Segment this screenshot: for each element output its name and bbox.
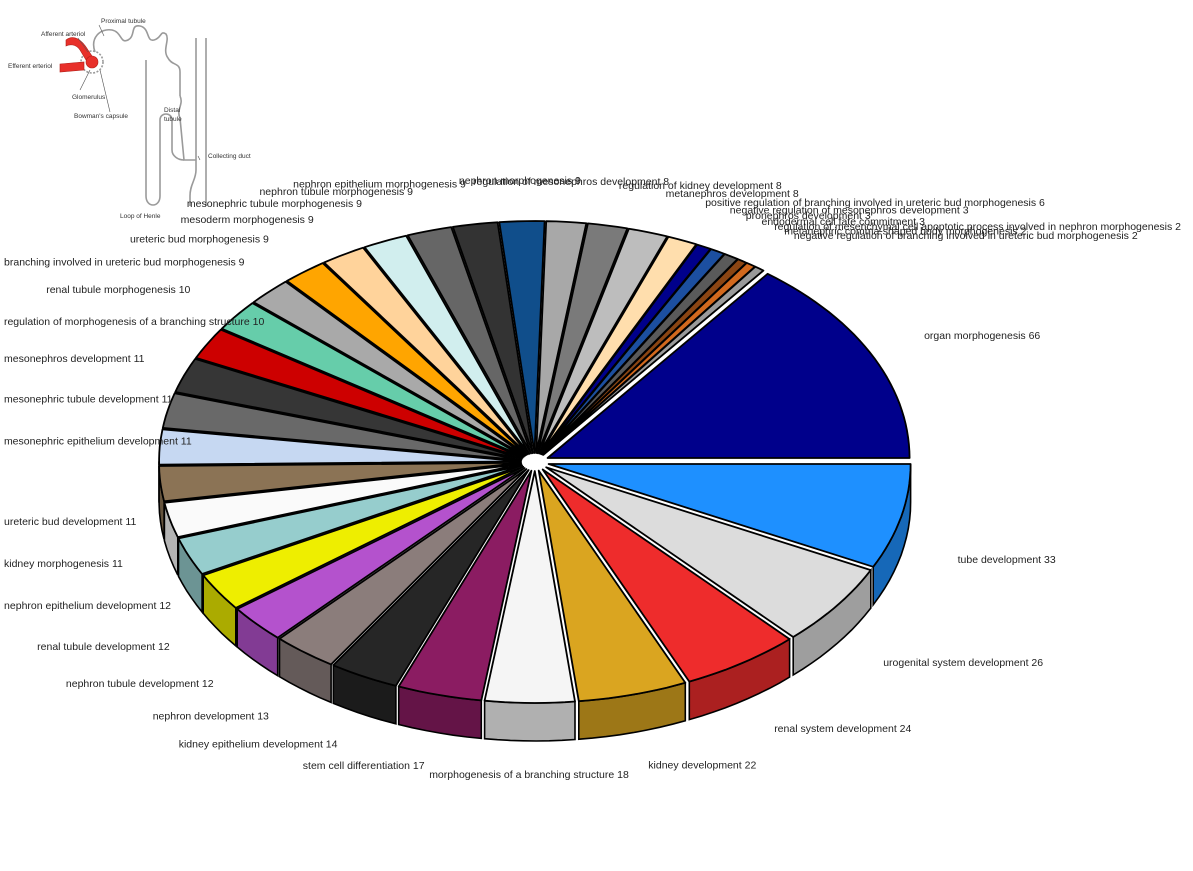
slice-label: negative regulation of branching involve…	[794, 230, 1138, 242]
collecting-duct-shape	[189, 38, 197, 206]
slice-label: kidney development 22	[648, 759, 756, 771]
pie-slice	[545, 466, 872, 638]
slice-label: branching involved in ureteric bud morph…	[4, 256, 245, 268]
label-proximal-tubule: Proximal tubule	[101, 18, 146, 25]
pie-slice	[535, 220, 588, 454]
proximal-tubule-shape	[93, 25, 181, 96]
pie-slice	[163, 463, 523, 538]
slice-label: mesoderm morphogenesis 9	[181, 214, 314, 226]
slice-label: nephron tubule morphogenesis 9	[259, 186, 413, 198]
slice-label: stem cell differentiation 17	[303, 760, 425, 772]
label-distal-tubule-2: tubule	[164, 116, 182, 123]
pie-slice-side	[483, 699, 576, 742]
pie-slice	[332, 469, 530, 687]
slice-label: regulation of kidney development 8	[619, 180, 782, 192]
pie-slice	[174, 358, 523, 460]
label-collecting-duct: Collecting duct	[208, 153, 251, 160]
slice-label: kidney morphogenesis 11	[4, 558, 123, 570]
slice-label: nephron epithelium development 12	[4, 600, 171, 612]
pie-slice	[498, 220, 546, 454]
pie-slice	[538, 227, 669, 455]
slice-label: mesonephric epithelium development 11	[4, 436, 192, 448]
nephron-inset-diagram: Proximal tubule Afferent arteriol Effere…	[8, 18, 251, 220]
pie-slice	[537, 469, 687, 703]
efferent-arteriol-shape	[59, 61, 85, 73]
pie-slice	[483, 470, 576, 704]
loop-of-henle-shape	[145, 60, 185, 206]
slice-label: nephron epithelium morphogenesis 9	[293, 179, 466, 191]
slice-label: renal tubule development 12	[37, 641, 170, 653]
slice-label: pronephros development 3	[746, 210, 871, 222]
pie-slice	[547, 463, 912, 568]
pie-slice	[278, 468, 528, 666]
pie-slice	[397, 469, 533, 702]
slice-label: regulation of mesenchymal cell apoptotic…	[774, 221, 1181, 233]
distal-tubule-shape	[178, 95, 196, 161]
label-efferent-erteriol: Efferent erteriol	[8, 63, 53, 70]
pie-slice	[323, 246, 529, 456]
slice-label: urogenital system development 26	[883, 657, 1043, 669]
pie-tops	[158, 220, 912, 704]
pie-slice	[158, 428, 522, 466]
afferent-arteriol-shape	[65, 37, 93, 61]
slice-label: nephron tubule development 12	[66, 678, 214, 690]
pie-slice	[161, 392, 523, 461]
slice-label: nephron development 13	[153, 711, 269, 723]
pie-slice	[286, 262, 528, 456]
label-distal-tubule-1: Distal	[164, 107, 181, 114]
slice-label: morphogenesis of a branching structure 1…	[429, 769, 629, 781]
slice-label: positive regulation of branching involve…	[705, 197, 1045, 209]
glomerulus-shape	[85, 55, 99, 69]
slice-label: tube development 33	[958, 554, 1056, 566]
pie-slice	[406, 226, 532, 455]
label-bowmans-capsule: Bowman's capsule	[74, 113, 128, 120]
slice-label: mesonephric tubule morphogenesis 9	[187, 198, 362, 210]
slice-label: regulation of morphogenesis of a branchi…	[4, 316, 264, 328]
slice-label: metanephros development 8	[666, 188, 799, 200]
slice-label: kidney epithelium development 14	[179, 739, 338, 751]
pie-slice	[536, 222, 629, 455]
pie-slice	[546, 272, 911, 459]
label-loop-of-henle: Loop of Henle	[120, 213, 161, 220]
pie-slice	[252, 280, 526, 457]
pie-slice	[195, 328, 524, 459]
pie-slice	[539, 235, 698, 455]
pie-slice	[541, 468, 791, 683]
slice-label: nephron morphogenesis 9	[459, 175, 581, 187]
pie-labels: organ morphogenesis 66 negative regulatio…	[4, 175, 1181, 781]
label-glomerulus: Glomerulus	[72, 94, 106, 101]
slice-label: mesonephric tubule development 11	[4, 394, 173, 406]
slice-label: mesonephros development 11	[4, 353, 145, 365]
slice-label: organ morphogenesis 66	[924, 330, 1040, 342]
slice-label: regulation of mesonephros development 8	[473, 176, 669, 188]
pie-slice	[220, 302, 525, 458]
bowmans-capsule-shape	[80, 50, 104, 74]
slice-label: ureteric bud development 11	[4, 516, 136, 528]
pie-slice	[363, 234, 531, 455]
slice-label: ureteric bud morphogenesis 9	[130, 233, 269, 245]
pie-slice	[158, 461, 522, 503]
pie-slice	[452, 221, 534, 455]
slice-label: negative regulation of mesonephros devel…	[730, 205, 969, 217]
label-afferent-arteriol: Afferent arteriol	[41, 31, 86, 38]
pie-slice	[236, 467, 526, 639]
pie-slice	[177, 464, 523, 575]
slice-label: renal tubule morphogenesis 10	[46, 284, 190, 296]
slice-label: renal system development 24	[774, 723, 911, 735]
slice-label: endodermal cell fate commitment 3	[762, 216, 926, 228]
slice-label: metanephric comma-shaped body morphogene…	[784, 225, 1026, 237]
pie-slice	[202, 465, 525, 609]
